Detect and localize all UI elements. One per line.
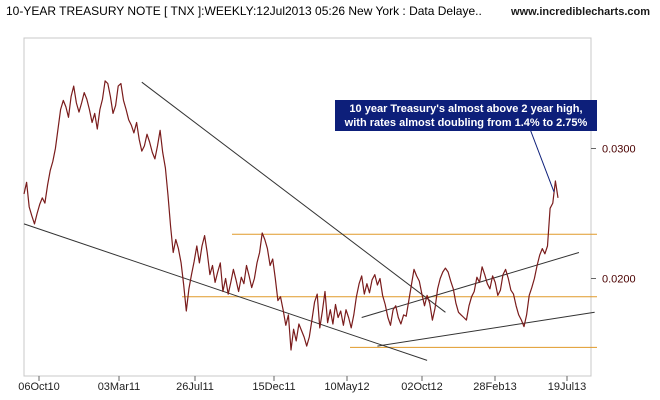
annotation-box (335, 100, 597, 131)
trendline-3 (361, 252, 580, 318)
x-axis: 06Oct10 03Mar11 26Jul11 15Dec11 10May12 02Oct… (18, 376, 586, 393)
annotation-line-1: 10 year Treasury's almost above 2 year h… (349, 103, 582, 115)
price-line (23, 80, 559, 351)
x-tick-label-4: 15Dec11 (252, 381, 295, 393)
site-link[interactable]: www.incrediblecharts.com (510, 6, 650, 18)
y-tick-label-1: 0.0200 (602, 274, 636, 286)
x-tick-label-1: 06Oct10 (18, 381, 60, 393)
x-tick-label-3: 26Jul11 (176, 381, 214, 393)
trendline-4 (377, 311, 595, 347)
y-axis: 0.0200 0.0300 (591, 144, 636, 286)
x-tick-label-5: 10May12 (324, 381, 369, 393)
annotation-pointer (529, 128, 555, 193)
price-series (23, 80, 559, 351)
support-lines (182, 233, 597, 348)
chart-title: 10-YEAR TREASURY NOTE [ TNX ]:WEEKLY:12J… (6, 4, 482, 18)
annotation-line-2: with rates almost doubling from 1.4% to … (344, 117, 588, 129)
x-tick-label-8: 19Jul13 (548, 381, 587, 393)
y-tick-label-2: 0.0300 (602, 144, 636, 156)
annotation: 10 year Treasury's almost above 2 year h… (335, 100, 597, 193)
x-tick-label-6: 02Oct12 (401, 381, 443, 393)
x-tick-label-7: 28Feb13 (473, 381, 516, 393)
trendline-1 (23, 223, 428, 361)
x-tick-label-2: 03Mar11 (98, 381, 141, 393)
trendlines (23, 81, 595, 361)
trendline-2 (141, 81, 446, 313)
